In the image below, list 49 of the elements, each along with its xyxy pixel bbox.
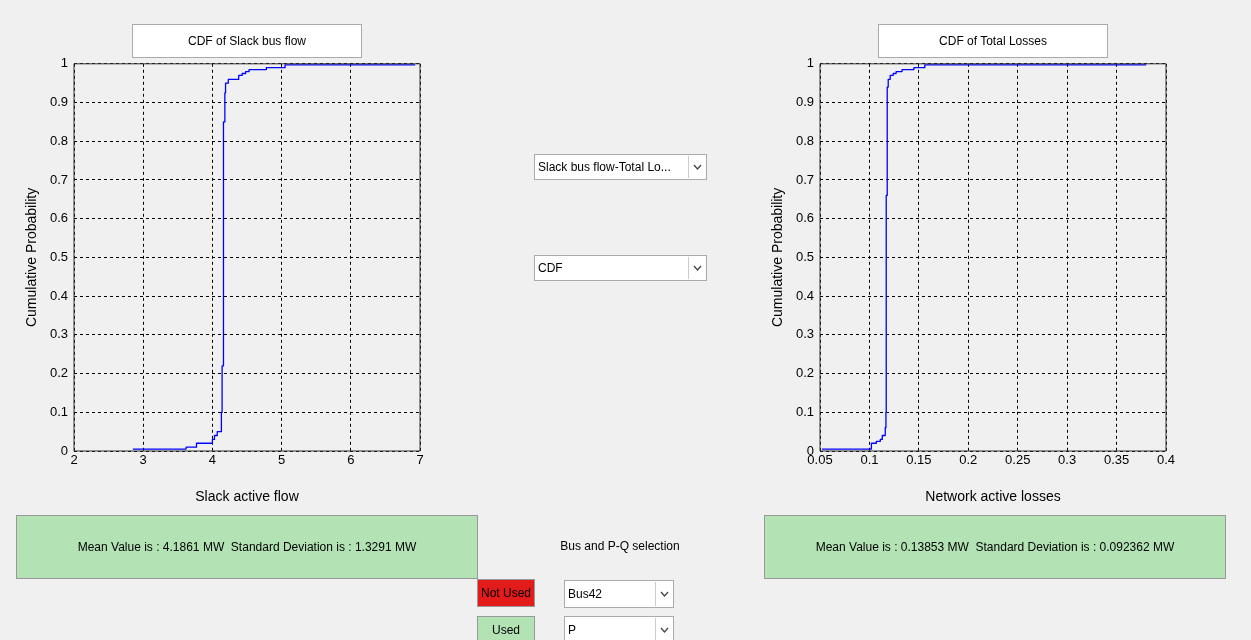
y-tick-label: 0.3 [49,326,68,342]
y-tick-label: 0.4 [795,287,814,303]
y-tick-label: 0 [60,442,68,458]
x-axis-title: Slack active flow [195,488,300,505]
y-tick-label: 0.1 [795,403,814,419]
text: CDF [538,261,563,275]
chart-title: CDF of Total Losses [878,24,1108,58]
x-tick-label: 5 [277,452,286,468]
x-tick-label: 0.15 [906,452,932,468]
x-tick-label: 0.3 [1058,452,1077,468]
y-tick-label: 0.8 [795,132,814,148]
y-tick-label: 0.7 [49,171,68,187]
x-tick-label: 0.4 [1156,452,1176,468]
x-tick-label: 0.35 [1103,452,1130,468]
text: Bus42 [568,587,603,601]
y-tick-label: 0.6 [49,210,68,226]
y-tick-label: 1 [60,55,68,71]
text: P [568,623,577,637]
x-tick-label: 7 [416,452,424,468]
y-tick-label: 0.5 [49,248,68,264]
y-tick-label: 0.2 [49,365,68,381]
y-tick-label: 0.9 [49,94,68,110]
y-tick-label: 0.7 [795,171,814,187]
x-tick-label: 2 [70,452,78,468]
text: Bus and P-Q selection [559,538,681,555]
y-tick-label: 0.1 [49,403,68,419]
x-tick-label: 0.1 [860,452,879,468]
y-tick-label: 1 [806,55,814,71]
y-tick-label: 0.6 [795,210,814,226]
y-tick-label: 0.5 [795,248,814,264]
x-tick-label: 6 [347,452,355,468]
x-tick-label: 3 [139,452,147,468]
y-tick-label: 0.4 [49,287,68,303]
y-axis-title: Cumulative Probability [23,187,40,328]
text: Mean Value is : 4.1861 MW Standard Deviation is : 1.3291 MW [16,515,478,579]
text: Mean Value is : 0.13853 MW Standard Deviation is : 0.092362 MW [764,515,1226,579]
chart-title: CDF of Slack bus flow [132,24,362,58]
text: Not Used [477,579,535,607]
text: Used [477,616,535,640]
x-tick-label: 0.2 [959,452,978,468]
x-axis-title: Network active losses [925,488,1061,505]
y-tick-label: 0.2 [795,365,814,381]
text: Slack bus flow-Total Lo... [538,160,671,174]
y-tick-label: 0.3 [795,326,814,342]
x-tick-label: 0.25 [1005,452,1031,468]
y-tick-label: 0.8 [49,132,68,148]
x-tick-label: 4 [208,452,217,468]
y-axis-title: Cumulative Probability [769,187,786,328]
y-tick-label: 0.9 [795,94,814,110]
